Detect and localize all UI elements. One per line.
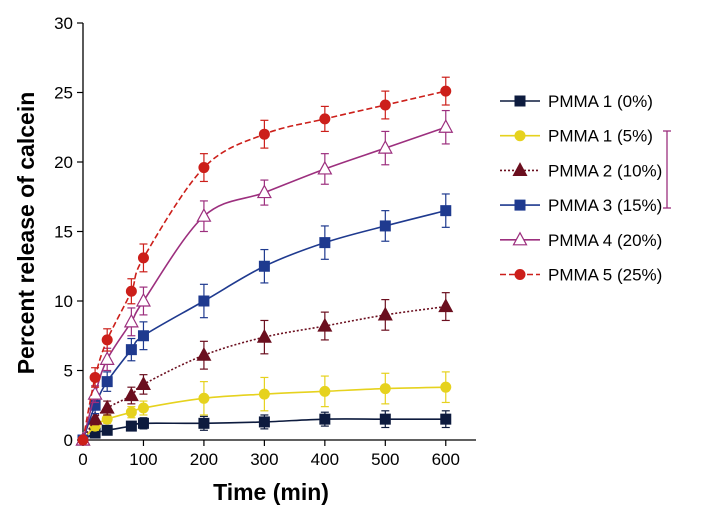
data-point (137, 402, 149, 414)
data-point (379, 220, 391, 232)
data-point (438, 298, 454, 313)
data-point (256, 184, 272, 199)
x-tick-label: 200 (190, 450, 218, 469)
legend-swatch-marker (514, 199, 526, 211)
legend-label: PMMA 2 (10%) (548, 161, 662, 180)
series-1 (77, 410, 452, 446)
data-point (101, 424, 113, 436)
data-point (101, 334, 113, 346)
data-point (125, 344, 137, 356)
x-tick-label: 0 (78, 450, 87, 469)
data-point (77, 434, 89, 446)
legend-swatch-marker (514, 130, 526, 142)
legend-label: PMMA 5 (25%) (548, 266, 662, 285)
x-tick-label: 500 (371, 450, 399, 469)
data-point (258, 416, 270, 428)
data-point (135, 376, 151, 390)
data-point (319, 413, 331, 425)
legend-entry-2: PMMA 1 (5%) (500, 127, 653, 146)
legend-swatch-marker (514, 95, 526, 107)
x-tick-label: 600 (432, 450, 460, 469)
y-tick-label: 10 (54, 292, 73, 311)
data-point (377, 306, 393, 321)
data-point (125, 285, 137, 297)
data-point (317, 317, 333, 332)
data-point (440, 413, 452, 425)
data-point (258, 128, 270, 140)
data-point (379, 99, 391, 111)
series-line (82, 209, 446, 441)
data-point (198, 295, 210, 307)
data-point (101, 376, 113, 388)
series-6 (77, 76, 452, 446)
data-point (258, 388, 270, 400)
data-point (198, 392, 210, 404)
legend-label: PMMA 3 (15%) (548, 196, 662, 215)
data-point (196, 346, 212, 361)
data-point (123, 387, 139, 402)
x-tick-label: 100 (129, 450, 157, 469)
series-line (82, 126, 447, 441)
data-point (198, 417, 210, 429)
data-point (438, 118, 454, 133)
data-point (137, 417, 149, 429)
legend: PMMA 1 (0%) PMMA 1 (5%) PMMA 2 (10%) PMMA 3… (500, 92, 671, 285)
data-point (123, 313, 139, 328)
axes: 0 100 200 300 400 500 600 0 5 10 15 20 25 30 (54, 14, 476, 469)
legend-swatch-marker (512, 231, 528, 246)
legend-swatch-marker (514, 269, 526, 280)
series-line (82, 90, 446, 441)
data-point (319, 237, 331, 249)
data-point (198, 162, 210, 174)
x-tick-label: 300 (250, 450, 278, 469)
data-point (319, 113, 331, 125)
legend-entry-6: PMMA 5 (25%) (500, 266, 662, 285)
data-point (379, 383, 391, 395)
y-tick-label: 20 (54, 153, 73, 172)
data-point (379, 413, 391, 425)
legend-entry-5: PMMA 4 (20%) (500, 231, 662, 250)
data-point (135, 292, 151, 307)
legend-label: PMMA 1 (5%) (548, 127, 653, 146)
data-point (99, 399, 115, 414)
x-tick-label: 400 (311, 450, 339, 469)
x-axis-title: Time (min) (213, 479, 329, 505)
y-tick-label: 5 (64, 362, 73, 381)
y-tick-label: 0 (64, 431, 73, 450)
data-point (196, 207, 212, 222)
data-point (89, 371, 101, 383)
series-layer (75, 76, 454, 446)
y-axis-title: Percent release of calcein (13, 92, 39, 375)
data-point (317, 160, 333, 175)
data-point (440, 381, 452, 393)
legend-entry-3: PMMA 2 (10%) (500, 161, 662, 180)
series-2 (77, 371, 452, 446)
data-point (377, 139, 393, 154)
data-point (125, 406, 137, 418)
legend-swatch-marker (512, 162, 528, 176)
legend-label: PMMA 1 (0%) (548, 92, 653, 111)
data-point (101, 413, 113, 425)
legend-entry-4: PMMA 3 (15%) (500, 196, 662, 215)
data-point (256, 328, 272, 343)
legend-label: PMMA 4 (20%) (548, 231, 662, 250)
data-point (319, 385, 331, 397)
y-tick-label: 15 (54, 223, 73, 242)
data-point (137, 252, 149, 264)
data-point (258, 260, 270, 272)
data-point (440, 85, 452, 97)
data-point (99, 351, 115, 365)
data-point (87, 410, 103, 425)
legend-entry-1: PMMA 1 (0%) (500, 92, 653, 111)
data-point (440, 205, 452, 217)
data-point (125, 420, 137, 432)
data-point (87, 385, 103, 400)
y-tick-label: 25 (54, 84, 73, 103)
y-tick-label: 30 (54, 14, 73, 33)
data-point (137, 330, 149, 342)
